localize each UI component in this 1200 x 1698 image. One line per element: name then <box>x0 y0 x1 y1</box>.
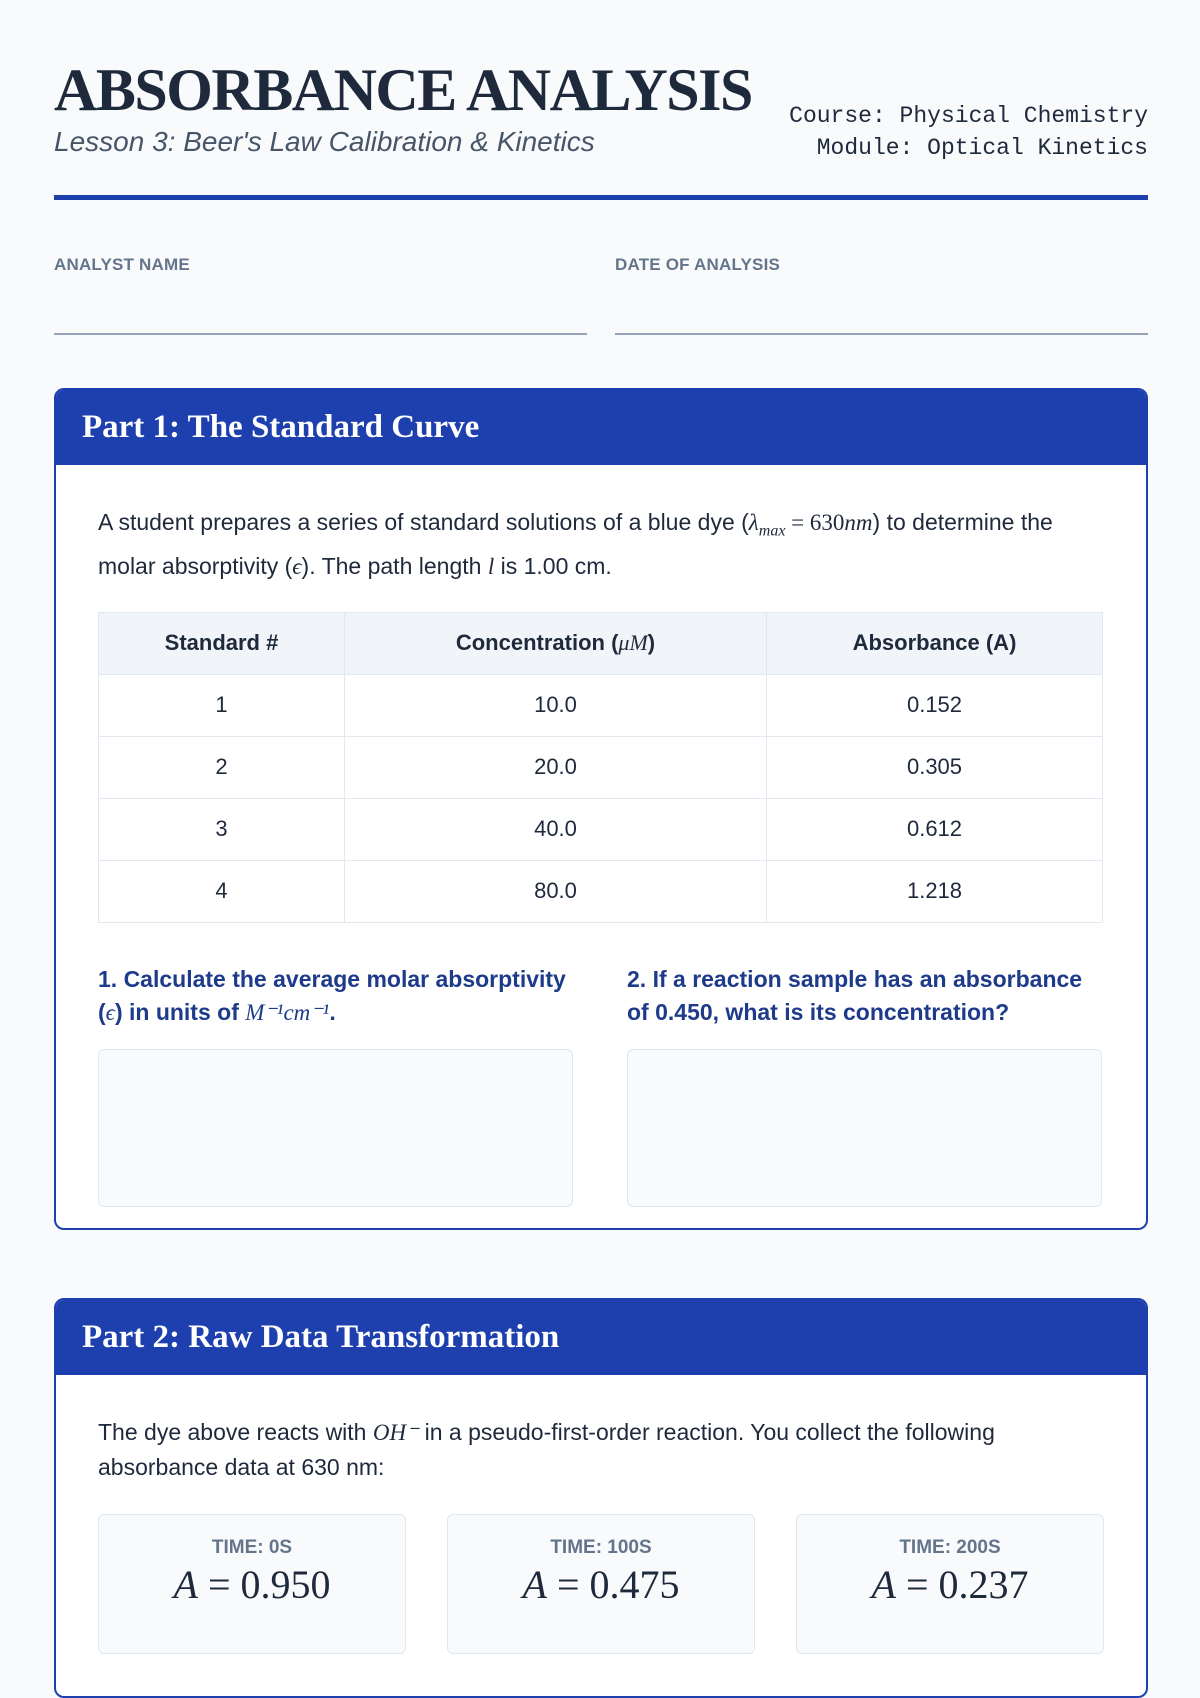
analyst-name-label: ANALYST NAME <box>54 255 190 274</box>
table-row: 3 40.0 0.612 <box>98 797 1103 861</box>
standards-table: Standard # Concentration (μM) Absorbance… <box>98 611 1103 923</box>
date-field[interactable]: DATE OF ANALYSIS <box>615 255 1148 335</box>
date-label: DATE OF ANALYSIS <box>615 255 781 274</box>
question-1: 1. Calculate the average molar absorptiv… <box>98 963 573 1207</box>
course-label: Course: Physical Chemistry <box>789 103 1148 129</box>
table-header-row: Standard # Concentration (μM) Absorbance… <box>98 611 1103 675</box>
question-2: 2. If a reaction sample has an absorbanc… <box>627 963 1102 1207</box>
part2-card: Part 2: Raw Data Transformation The dye … <box>54 1298 1148 1698</box>
answer-box-1[interactable] <box>98 1048 573 1207</box>
table-row: 2 20.0 0.305 <box>98 735 1103 799</box>
col-standard: Standard # <box>98 611 345 675</box>
part2-intro: The dye above reacts with OH⁻ in a pseud… <box>98 1419 995 1480</box>
analyst-name-input[interactable] <box>54 325 587 335</box>
page-title: ABSORBANCE ANALYSIS <box>54 57 753 123</box>
table-row: 1 10.0 0.152 <box>98 673 1103 737</box>
module-label: Module: Optical Kinetics <box>816 135 1148 161</box>
col-concentration: Concentration (μM) <box>344 611 767 675</box>
page-subtitle: Lesson 3: Beer's Law Calibration & Kinet… <box>54 126 595 157</box>
course-meta: Course: Physical Chemistry Module: Optic… <box>789 100 1148 164</box>
time-card: TIME: 100S A = 0.475 <box>447 1514 755 1654</box>
part1-card: Part 1: The Standard Curve A student pre… <box>54 388 1148 1230</box>
answer-box-2[interactable] <box>627 1048 1102 1207</box>
col-absorbance: Absorbance (A) <box>766 611 1103 675</box>
part1-intro: A student prepares a series of standard … <box>98 509 1053 579</box>
time-card: TIME: 200S A = 0.237 <box>796 1514 1104 1654</box>
analyst-name-field[interactable]: ANALYST NAME <box>54 255 587 335</box>
date-input[interactable] <box>615 325 1148 335</box>
question-2-text: 2. If a reaction sample has an absorbanc… <box>627 965 1083 1025</box>
page-header: ABSORBANCE ANALYSIS Lesson 3: Beer's Law… <box>54 58 1148 200</box>
part2-title: Part 2: Raw Data Transformation <box>56 1300 1146 1375</box>
part1-title: Part 1: The Standard Curve <box>56 390 1146 465</box>
time-card: TIME: 0S A = 0.950 <box>98 1514 406 1654</box>
table-row: 4 80.0 1.218 <box>98 859 1103 923</box>
question-1-text: 1. Calculate the average molar absorptiv… <box>98 965 566 1025</box>
